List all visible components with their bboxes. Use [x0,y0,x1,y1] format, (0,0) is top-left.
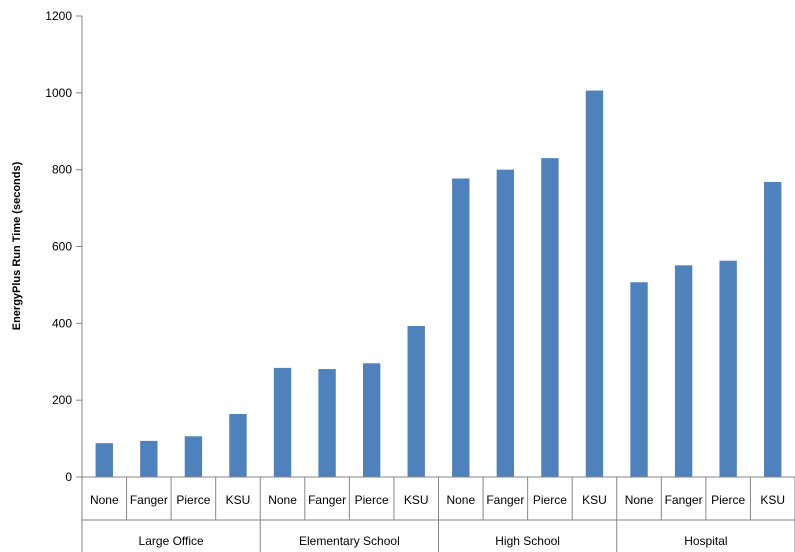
bar [674,265,693,477]
x-category-label: Pierce [711,493,745,507]
bar [273,367,292,477]
x-category-label: KSU [760,493,785,507]
y-axis-label: EnergyPlus Run Time (seconds) [11,161,23,330]
x-category-label: Pierce [533,493,567,507]
bar [496,169,515,477]
x-category-label: KSU [582,493,607,507]
x-group-label: Elementary School [299,534,400,548]
y-tick-label: 600 [52,240,72,254]
x-group-label: Hospital [684,534,727,548]
bar [764,181,782,477]
bar [719,260,737,477]
bar [585,90,604,478]
bar [95,443,113,477]
x-group-label: Large Office [139,534,204,548]
bar [229,413,247,477]
y-tick-label: 800 [52,163,72,177]
y-tick-label: 400 [52,316,72,330]
y-tick-label: 1000 [45,86,72,100]
x-category-label: Pierce [176,493,210,507]
bar [362,363,381,477]
x-category-label: None [625,493,654,507]
x-category-label: Fanger [665,493,703,507]
bar [140,440,158,477]
x-category-label: Fanger [486,493,524,507]
y-tick-label: 200 [52,393,72,407]
bar [184,436,203,477]
bar [407,326,425,477]
bar [318,369,336,477]
y-tick-label: 0 [65,470,72,484]
x-group-label: High School [495,534,560,548]
x-category-label: None [268,493,297,507]
x-category-label: Fanger [130,493,168,507]
x-category-label: KSU [226,493,251,507]
bar [452,178,470,477]
x-category-label: None [90,493,119,507]
bar [630,282,648,477]
x-category-label: Fanger [308,493,346,507]
x-category-label: KSU [404,493,429,507]
x-category-label: Pierce [355,493,389,507]
y-tick-label: 1200 [45,9,72,23]
bar [541,158,559,477]
x-category-label: None [446,493,475,507]
